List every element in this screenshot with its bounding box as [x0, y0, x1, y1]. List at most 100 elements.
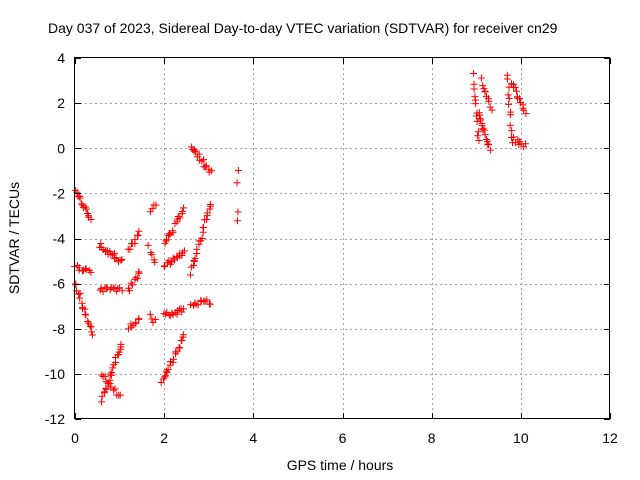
data-point	[110, 255, 118, 263]
data-point	[513, 87, 521, 95]
x-tick-labels: 0 2 4 6 8 10 12	[71, 430, 618, 446]
data-point	[87, 215, 95, 223]
data-point	[148, 251, 156, 259]
data-point	[174, 212, 182, 220]
data-point	[233, 179, 241, 187]
data-point	[191, 254, 199, 262]
data-point	[126, 245, 134, 253]
data-point	[127, 323, 135, 331]
data-point	[81, 265, 89, 273]
data-point	[82, 311, 90, 319]
data-point	[198, 157, 206, 165]
data-point	[162, 310, 170, 318]
data-point	[88, 328, 96, 336]
data-point	[176, 214, 184, 222]
data-point	[504, 91, 512, 99]
data-point	[132, 274, 140, 282]
data-point	[162, 372, 170, 380]
data-point	[522, 110, 530, 118]
data-points	[71, 69, 530, 406]
data-point	[503, 75, 511, 83]
x-axis-title: GPS time / hours	[287, 457, 394, 473]
data-point	[115, 348, 123, 356]
data-point	[511, 83, 519, 91]
data-point	[135, 269, 143, 277]
y-tick-label: 0	[57, 140, 65, 156]
data-point	[97, 398, 105, 406]
data-point	[165, 230, 173, 238]
y-tick-labels: -12 -10 -8 -6 -4 -2 0 2 4	[45, 50, 65, 427]
data-point	[161, 263, 169, 271]
data-point	[106, 247, 114, 255]
data-point	[169, 355, 177, 363]
y-tick-label: -10	[45, 366, 65, 382]
data-point	[486, 103, 494, 111]
data-point	[106, 285, 114, 293]
y-tick-label: -6	[53, 276, 66, 292]
x-tick-label: 10	[513, 430, 529, 446]
x-tick-label: 4	[249, 430, 257, 446]
data-point	[109, 284, 117, 292]
data-point	[87, 323, 95, 331]
data-point	[510, 133, 518, 141]
data-point	[88, 331, 96, 339]
y-tick-label: 4	[57, 50, 65, 66]
y-tick-label: -2	[53, 185, 66, 201]
data-point	[163, 236, 171, 244]
data-point	[485, 141, 493, 149]
data-point	[151, 258, 159, 266]
data-point	[176, 344, 184, 352]
data-point	[479, 125, 487, 133]
data-point	[478, 120, 486, 128]
y-tick-label: -12	[45, 411, 65, 427]
data-point	[148, 315, 156, 323]
data-point	[126, 287, 134, 295]
data-point	[488, 106, 496, 114]
data-point	[200, 156, 208, 164]
data-point	[118, 256, 126, 264]
data-point	[173, 348, 181, 356]
data-point	[476, 116, 484, 124]
data-point	[475, 136, 483, 144]
data-point	[485, 97, 493, 105]
data-point	[98, 371, 106, 379]
x-tick-label: 8	[428, 430, 436, 446]
y-tick-label: -4	[53, 231, 66, 247]
data-point	[234, 167, 242, 175]
data-point	[110, 386, 118, 394]
data-point	[106, 370, 114, 378]
data-point	[474, 132, 482, 140]
data-point	[203, 216, 211, 224]
plot-frame	[74, 57, 610, 419]
data-point	[82, 266, 90, 274]
data-point	[197, 296, 205, 304]
data-point	[107, 250, 115, 258]
data-point	[178, 207, 186, 215]
data-point	[474, 128, 482, 136]
data-point	[200, 224, 208, 232]
data-point	[76, 294, 84, 302]
data-point	[203, 296, 211, 304]
data-point	[470, 85, 478, 93]
data-point	[144, 241, 152, 249]
data-point	[486, 146, 494, 154]
data-point	[482, 136, 490, 144]
data-point	[135, 315, 143, 323]
data-point	[480, 126, 488, 134]
data-point	[151, 316, 159, 324]
data-point	[203, 209, 211, 217]
data-point	[190, 147, 198, 155]
data-point	[178, 337, 186, 345]
data-point	[117, 340, 125, 348]
data-point	[178, 308, 186, 316]
data-point	[164, 366, 172, 374]
chart-title: Day 037 of 2023, Sidereal Day-to-day VTE…	[48, 20, 558, 36]
data-point	[78, 200, 86, 208]
data-point	[127, 279, 135, 287]
data-point	[108, 368, 116, 376]
data-point	[75, 290, 83, 298]
data-point	[111, 385, 119, 393]
data-point	[195, 150, 203, 158]
x-tick-label: 2	[160, 430, 168, 446]
data-point	[105, 379, 113, 387]
